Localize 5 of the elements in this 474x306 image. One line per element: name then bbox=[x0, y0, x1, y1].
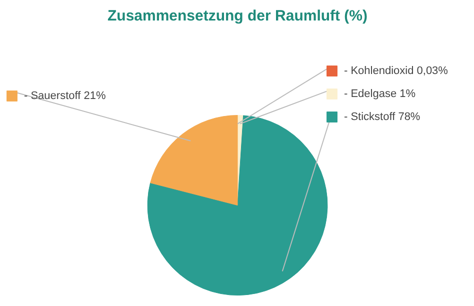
legend-label: - Kohlendioxid 0,03% bbox=[344, 64, 448, 76]
legend-label: - Sauerstoff 21% bbox=[24, 90, 106, 102]
legend-label: - Stickstoff 78% bbox=[344, 110, 420, 122]
legend-label: - Edelgase 1% bbox=[344, 88, 416, 100]
chart-title: Zusammensetzung der Raumluft (%) bbox=[107, 8, 368, 24]
